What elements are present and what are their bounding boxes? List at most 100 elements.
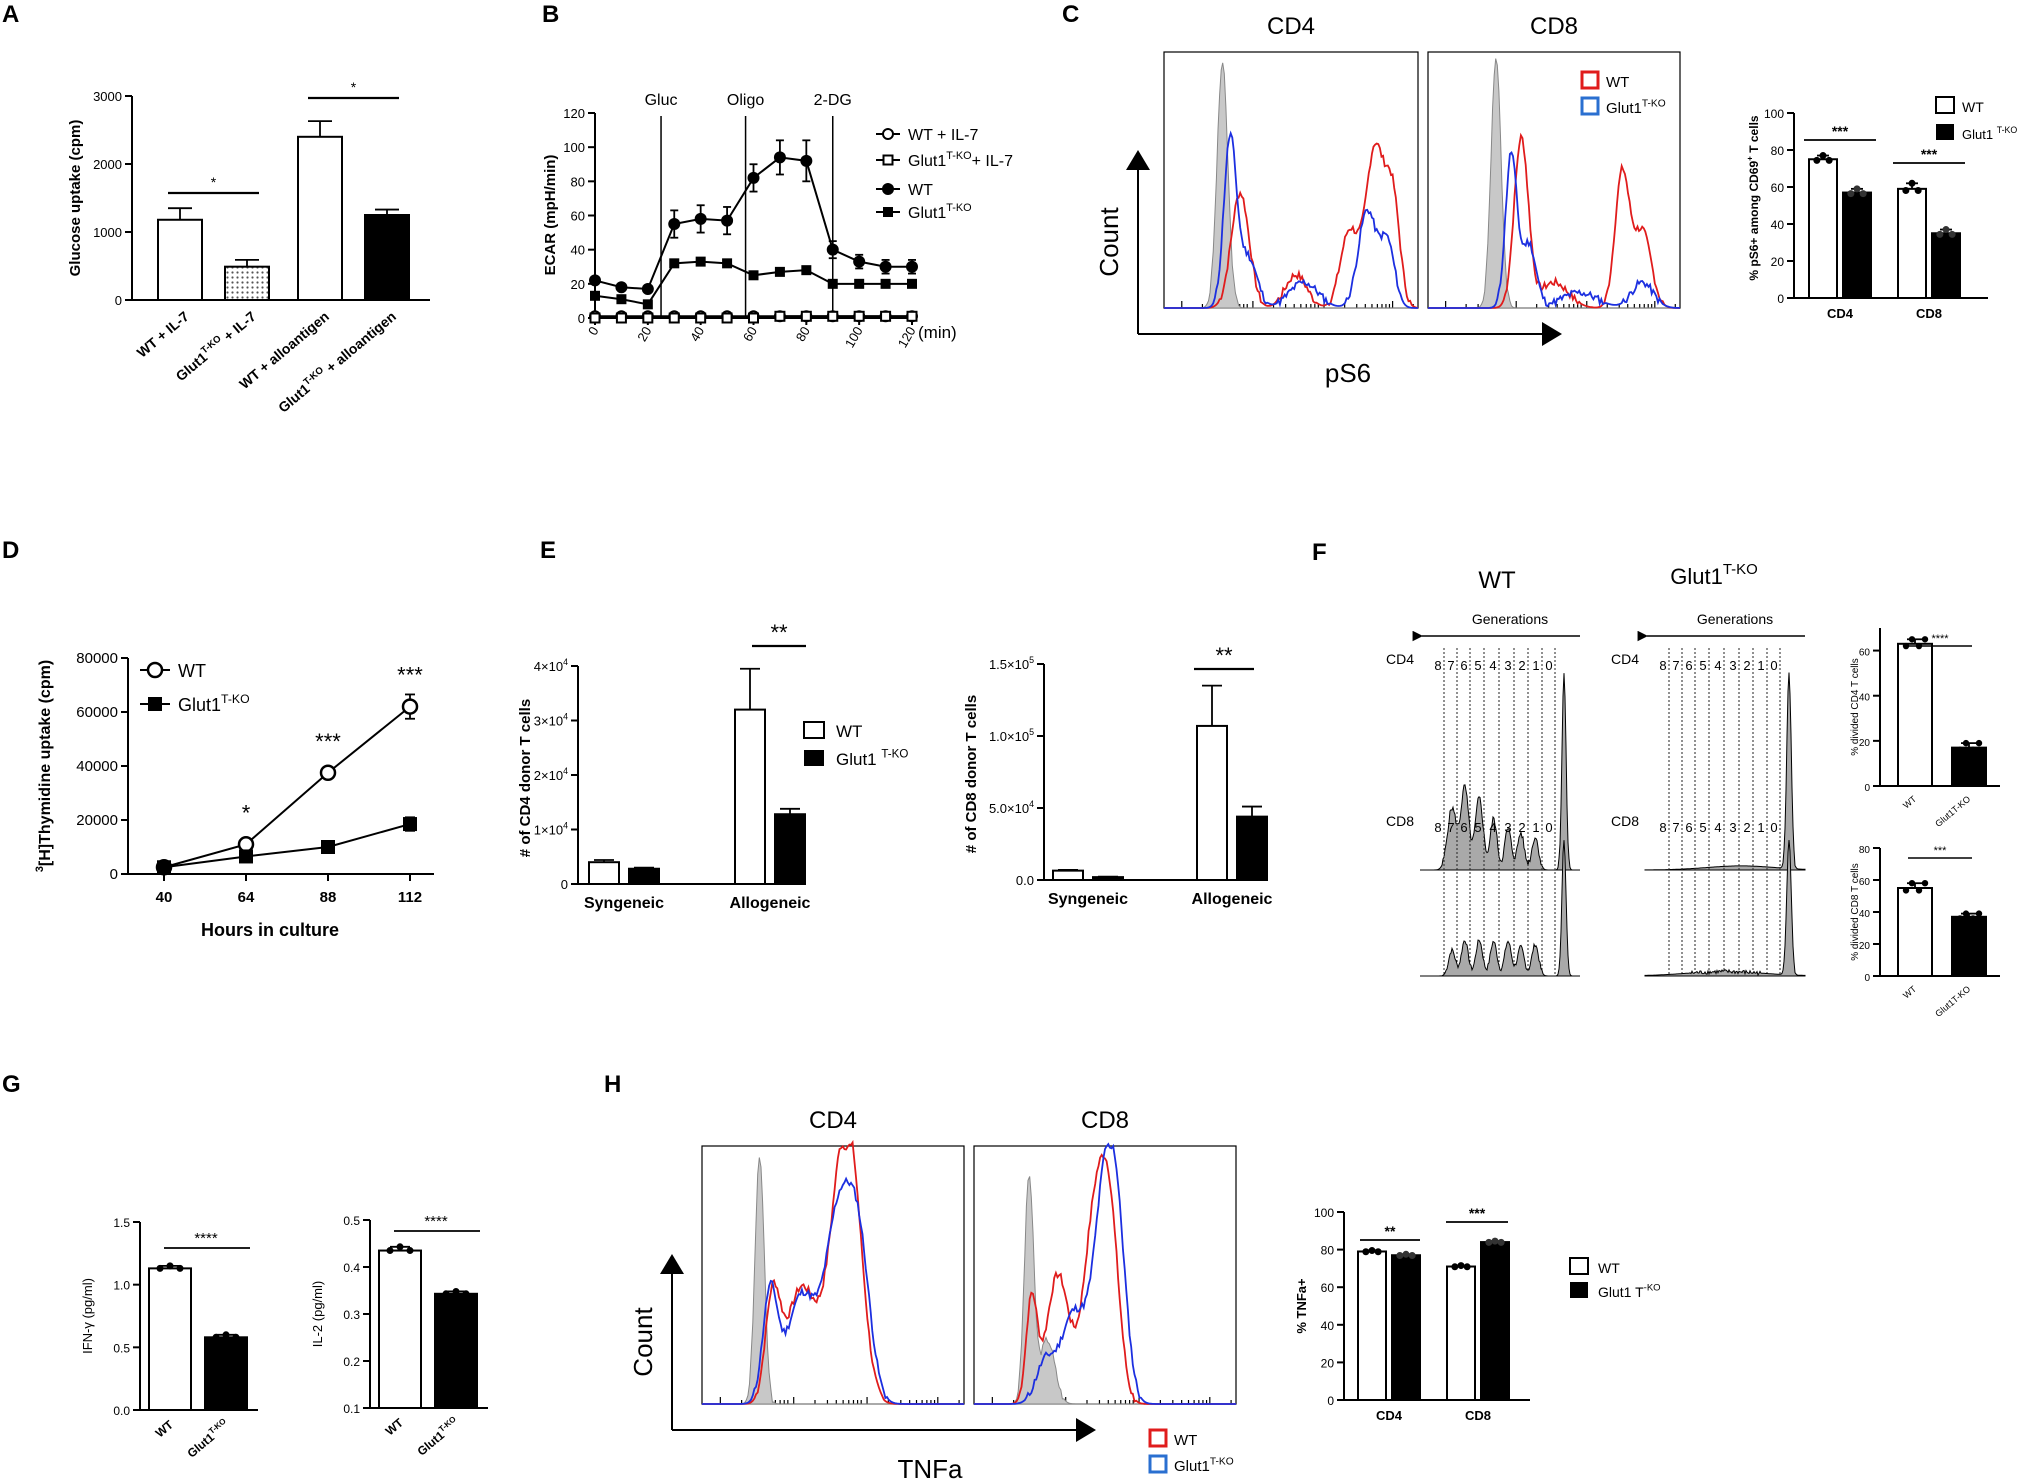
cfse-title-wt: WT [1478, 567, 1516, 594]
legend-ko-label-base: Glut1 [1174, 1458, 1210, 1475]
x-tick-label: 112 [398, 889, 422, 906]
legend-label-sup: T-KO [946, 202, 971, 214]
panel-letter-D: D [2, 537, 19, 564]
y-tick-label: 0 [110, 866, 118, 883]
legend-marker [146, 661, 164, 679]
bar [1951, 915, 1987, 977]
intensity-arrow [1076, 1418, 1096, 1442]
x-tick-label: 120 [895, 324, 919, 350]
x-tick-label: Glut1T-KO + alloantigen [274, 307, 399, 416]
replicate-dot [1962, 910, 1970, 917]
generation-number: 1 [1757, 658, 1764, 673]
bar [1357, 1250, 1387, 1401]
bar [157, 218, 203, 301]
significance-label: *** [315, 729, 341, 754]
y-tick-label-sup: 5 [1029, 655, 1034, 665]
y-tick-label: 20 [1771, 255, 1785, 269]
panel-g-il2: 0.1 0.2 0.3 0.4 0.5 IL-2 (pg/ml) WT Glut1T-KO **… [310, 1213, 488, 1459]
panel-c-histogram: CD4 CD8 Count pS6 WT Glut1T-KO [1094, 13, 1681, 388]
generation-number: 7 [1447, 820, 1454, 835]
replicate-dot [1902, 187, 1910, 195]
data-point [237, 836, 255, 853]
data-point [641, 282, 654, 295]
data-point [589, 274, 601, 287]
bar [734, 708, 766, 885]
y-tick-label: 40 [1321, 1319, 1335, 1333]
replicate-dot [1908, 636, 1916, 643]
generation-number: 4 [1714, 820, 1721, 835]
y-tick-label: 100 [1764, 107, 1784, 121]
generation-number: 3 [1504, 658, 1511, 673]
generation-number: 3 [1504, 820, 1511, 835]
histogram-frame [701, 1145, 965, 1405]
x-tick-label: 60 [740, 324, 760, 344]
generation-number: 4 [1489, 658, 1496, 673]
replicate-dot [1491, 1237, 1499, 1245]
legend-wt-label: WT [1606, 74, 1629, 91]
generation-number: 7 [1672, 820, 1679, 835]
replicate-dot [1948, 230, 1956, 238]
y-axis-label-sup: 3 [34, 866, 46, 872]
wt-histogram [974, 1153, 1236, 1405]
data-point [906, 260, 918, 273]
bar [1951, 746, 1987, 788]
isotype-histogram [1428, 58, 1680, 309]
legend-ko-label-sup: T-KO [1642, 98, 1666, 109]
bar [434, 1292, 478, 1410]
bar [204, 1336, 248, 1411]
replicate-dot [1956, 746, 1964, 754]
ko-histogram [1428, 150, 1681, 309]
y-tick-label-sup: 4 [563, 766, 568, 776]
legend-ko-label-sup: T-KO [1997, 125, 2018, 135]
y-tick-label: 1000 [93, 225, 122, 240]
y-tick-label: 0.0 [1016, 873, 1034, 888]
legend-ko-label-sup: T-KO [1210, 1456, 1234, 1467]
replicate-dot [212, 1333, 220, 1341]
legend-label-base: Glut1 [908, 205, 946, 222]
cfse-histogram [1420, 840, 1580, 977]
y-tick-label: 0.2 [343, 1355, 360, 1369]
data-point [589, 312, 601, 324]
y-tick-label: 40 [1771, 218, 1785, 232]
generation-number: 2 [1518, 820, 1525, 835]
y-tick-label: 0.3 [343, 1308, 360, 1322]
bar [1052, 869, 1084, 882]
generation-number: 5 [1474, 820, 1481, 835]
x-tick-label: Glut1T-KO [184, 1417, 232, 1461]
histogram-frame [1427, 51, 1681, 309]
legend-ko-label-sup: T-KO [881, 748, 908, 760]
legend-ko-label-base: Glut1 [1606, 100, 1642, 117]
generation-number: 1 [1757, 820, 1764, 835]
replicate-dot [1942, 226, 1950, 234]
data-point [826, 243, 839, 256]
replicate-dot [1457, 1262, 1465, 1270]
significance-label: ** [1385, 1223, 1396, 1239]
generation-number: 8 [1659, 658, 1666, 673]
y-tick-label: 100 [563, 140, 585, 155]
y-axis-label: # of CD4 donor T cells [517, 699, 534, 857]
x-tick-label: Glut1T-KO [1933, 794, 1972, 829]
x-tick-label: 80 [793, 324, 813, 344]
y-tick-label: 20 [1321, 1356, 1335, 1370]
count-arrow [660, 1254, 684, 1274]
x-tick-label: CD4 [1376, 1408, 1403, 1423]
data-point [157, 860, 171, 875]
y-axis-label: Glucose uptake (cpm) [67, 120, 84, 277]
panel-f-cd4: 0 20 40 60% divided CD4 T cells WT Glut1T-KO *… [1850, 628, 2000, 829]
generation-number: 5 [1699, 820, 1706, 835]
generation-number: 0 [1545, 658, 1552, 673]
row-label: CD4 [1386, 651, 1414, 667]
replicate-dot [1847, 190, 1855, 198]
generation-number: 2 [1743, 658, 1750, 673]
significance-label: * [211, 174, 217, 190]
generation-number: 2 [1518, 658, 1525, 673]
legend-marker [883, 207, 893, 217]
y-tick-label-base: 3×10 [534, 714, 563, 729]
y-tick-label: 40 [571, 243, 585, 258]
generations-label: Generations [1472, 611, 1548, 627]
replicate-dot [1969, 746, 1977, 754]
data-point [853, 310, 865, 322]
y-axis-label: % pS6+ among CD69+ T cells [1746, 115, 1761, 280]
x-tick-label-base: WT [153, 1417, 177, 1440]
